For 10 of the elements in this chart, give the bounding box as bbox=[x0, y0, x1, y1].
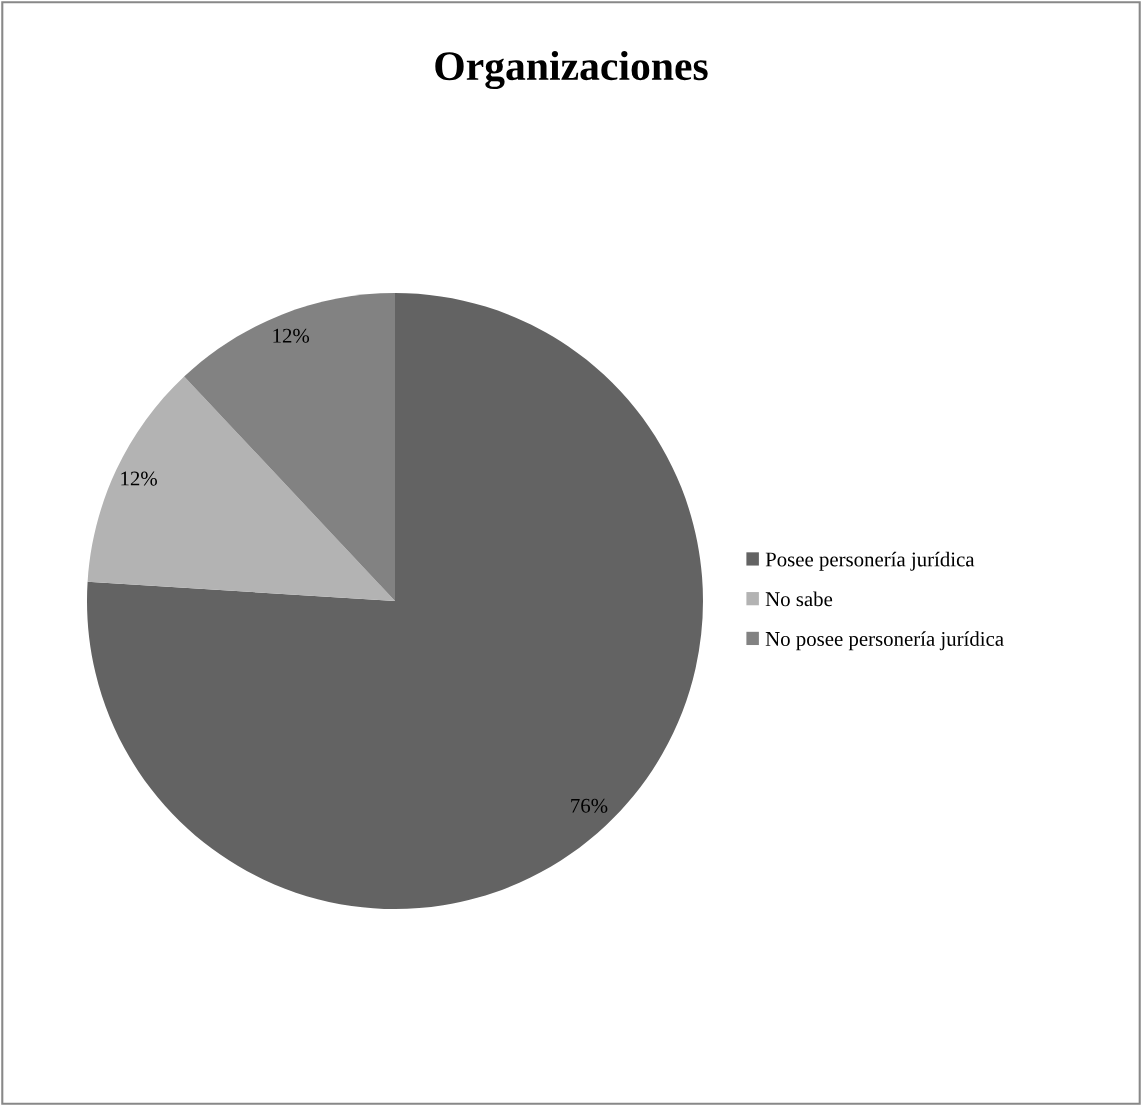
pie-slice bbox=[87, 376, 395, 601]
data-label: 12% bbox=[273, 328, 310, 343]
chart-title: Organizaciones bbox=[435, 50, 708, 90]
pie-slice bbox=[87, 293, 703, 909]
data-label: 76% bbox=[571, 798, 608, 813]
legend-label: No sabe bbox=[765, 591, 833, 607]
legend-label: Posee personería jurídica bbox=[765, 551, 975, 571]
legend-label: No posee personería jurídica bbox=[765, 631, 1004, 651]
data-label: 12% bbox=[121, 471, 157, 486]
pie-slice bbox=[184, 293, 395, 601]
